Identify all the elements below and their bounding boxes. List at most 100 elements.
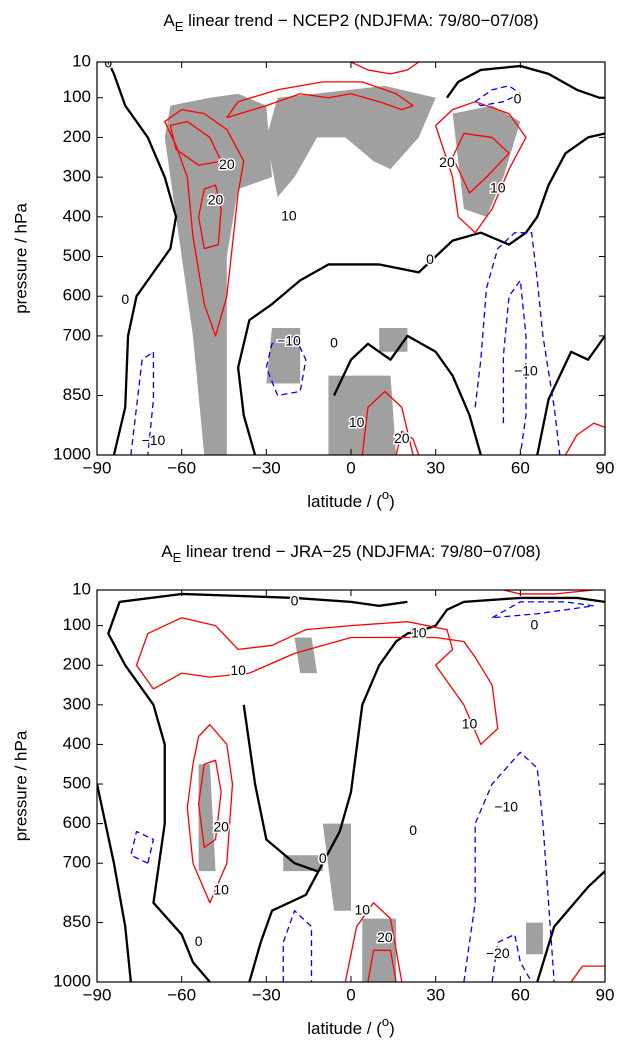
y-tick-label: 850 [63,912,91,931]
contour-label: 20 [377,929,393,945]
contour-line [446,64,605,99]
title-symbol: A [163,11,175,30]
y-tick-label: 600 [63,286,91,305]
x-tick-label: 0 [346,985,355,1004]
y-tick-label: 10 [72,579,91,598]
contour-label: 0 [104,55,112,71]
contour-label: 20 [219,156,235,172]
y-tick-label: 850 [63,385,91,404]
x-axis-label: latitude / (o) [307,1014,395,1038]
contour-line [435,101,527,234]
x-tick-label: 90 [596,458,615,477]
x-label-text: latitude / ( [307,492,382,511]
contour-label: 10 [349,414,365,430]
x-tick-label: −30 [252,458,281,477]
contour-line [197,184,222,250]
y-tick-label: 100 [63,615,91,634]
contour-line [361,390,414,455]
y-axis-label: pressure / hPa [11,203,30,314]
contour-label: −10 [514,362,538,378]
y-tick-label: 600 [63,813,91,832]
title-symbol: A [161,542,173,561]
contour-line [491,601,595,619]
contour-label: −10 [494,798,518,814]
plot-area: 0 20 20 10 20 10 0 0 0 −10 0 −10 10 20 −10 [103,55,605,455]
contour-label: 10 [462,715,478,731]
contour-line [242,704,318,873]
contour-line [564,422,605,455]
contour-label: 0 [121,291,129,307]
contour-line [169,120,222,166]
shaded-region [164,93,272,455]
x-label-text: latitude / ( [307,1019,382,1038]
contour-line [248,596,605,982]
contour-line [226,81,414,119]
y-tick-label: 200 [63,127,91,146]
chart-title: AE linear trend − JRA−25 (NDJFMA: 79/80−… [161,542,541,565]
y-tick-label: 200 [63,655,91,674]
contour-line [536,870,605,982]
contour-line [502,279,527,455]
y-tick-label: 300 [63,167,91,186]
x-label-end: ) [389,492,395,511]
y-tick-label: 300 [63,694,91,713]
x-axis-label: latitude / (o) [307,487,395,511]
contour-line [452,132,510,194]
contour-line [474,85,521,107]
contour-label: 0 [531,616,539,632]
contour-label: 20 [208,192,224,208]
contour-label: 0 [409,822,417,838]
contour-line [130,830,155,864]
chart-title: AE linear trend − NCEP2 (NDJFMA: 79/80−0… [163,11,538,34]
contour-line [130,351,155,455]
contour-line [491,933,533,982]
contour-line [503,590,594,595]
shaded-region [198,764,216,872]
contour-line [333,334,482,455]
x-tick-label: 90 [596,985,615,1004]
contour-label: 0 [319,850,327,866]
y-tick-label: 1000 [53,444,91,463]
contour-line [463,751,555,982]
contour-line [186,723,234,904]
contour-label: 0 [426,251,434,267]
contour-line [135,617,499,746]
contour-line [350,62,420,75]
contour-line [367,949,397,982]
contour-line [107,62,178,455]
contour-label: 0 [330,335,338,351]
contour-line [97,783,133,982]
shaded-region [322,823,351,911]
y-tick-label: 500 [63,246,91,265]
title-subscript: E [173,550,182,565]
contour-label: 10 [490,180,506,196]
plot-area: 10 10 10 0 0 20 10 0 0 0 −10 10 20 −20 [97,590,605,982]
contour-line [536,335,605,455]
x-tick-label: −90 [83,985,112,1004]
contour-label: 10 [213,882,229,898]
shaded-region [525,922,543,955]
contour-line [282,910,313,982]
y-tick-label: 500 [63,774,91,793]
panel: AE linear trend − NCEP2 (NDJFMA: 79/80−0… [11,11,614,511]
x-label-superscript: o [382,487,389,502]
x-tick-label: −60 [167,985,196,1004]
x-tick-label: −90 [83,458,112,477]
contour-line [570,965,605,982]
shaded-region [452,105,521,217]
contour-label: 0 [195,933,203,949]
y-tick-label: 700 [63,325,91,344]
y-tick-label: 700 [63,853,91,872]
contour-label: 10 [230,662,246,678]
x-label-superscript: o [382,1014,389,1029]
y-tick-label: 400 [63,734,91,753]
contour-label: 20 [394,430,410,446]
contour-label: 0 [291,593,299,609]
y-axis-label: pressure / hPa [11,730,30,841]
contour-label: 10 [281,208,297,224]
x-label-end: ) [389,1019,395,1038]
x-tick-label: 60 [511,458,530,477]
contour-label: 20 [213,818,229,834]
